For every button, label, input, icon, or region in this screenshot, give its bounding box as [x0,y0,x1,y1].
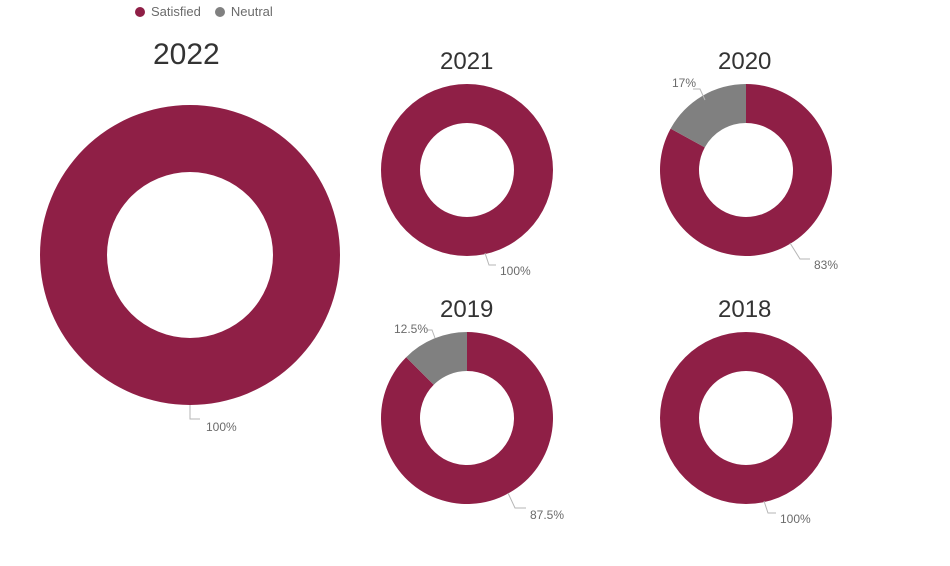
chart-title: 2019 [440,296,493,324]
chart-canvas [0,0,950,566]
donut-y2019 [381,332,553,504]
donut-y2018 [660,332,832,504]
slice-satisfied [40,105,340,405]
donut-y2021 [381,84,553,256]
leader-line [764,501,776,513]
slice-satisfied [660,332,832,504]
data-label: 83% [814,258,838,272]
leader-line [485,253,496,265]
data-label: 100% [780,512,811,526]
chart-title: 2020 [718,48,771,76]
chart-title: 2018 [718,296,771,324]
leader-line [427,330,435,338]
leader-line [190,405,200,419]
leader-line [508,493,526,508]
chart-title: 2022 [153,38,220,72]
donut-y2020 [660,84,832,256]
chart-title: 2021 [440,48,493,76]
data-label: 100% [500,264,531,278]
data-label: 12.5% [394,322,428,336]
slice-satisfied [381,84,553,256]
data-label: 17% [672,76,696,90]
data-label: 87.5% [530,508,564,522]
leader-line [790,243,810,259]
data-label: 100% [206,420,237,434]
donut-y2022 [40,105,340,405]
